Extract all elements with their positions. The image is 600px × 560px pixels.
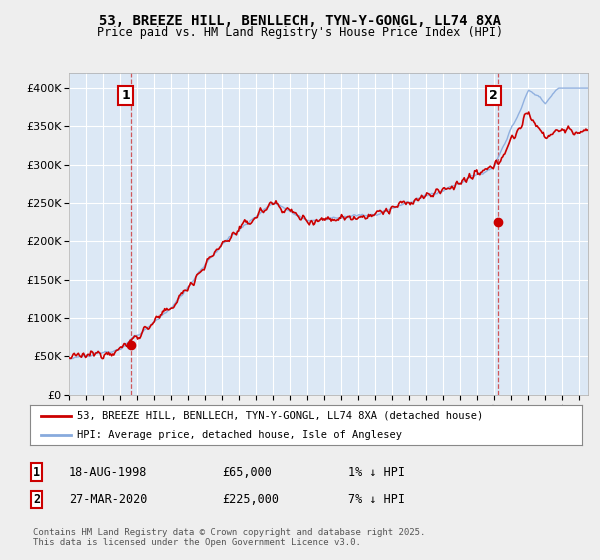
Text: HPI: Average price, detached house, Isle of Anglesey: HPI: Average price, detached house, Isle… — [77, 430, 402, 440]
Text: 7% ↓ HPI: 7% ↓ HPI — [348, 493, 405, 506]
Text: 2: 2 — [489, 89, 497, 102]
Text: Contains HM Land Registry data © Crown copyright and database right 2025.
This d: Contains HM Land Registry data © Crown c… — [33, 528, 425, 547]
Text: 1: 1 — [121, 89, 130, 102]
Text: 1: 1 — [33, 465, 40, 479]
Text: 27-MAR-2020: 27-MAR-2020 — [69, 493, 148, 506]
Text: 53, BREEZE HILL, BENLLECH, TYN-Y-GONGL, LL74 8XA: 53, BREEZE HILL, BENLLECH, TYN-Y-GONGL, … — [99, 14, 501, 28]
Text: 2: 2 — [33, 493, 40, 506]
Text: £225,000: £225,000 — [222, 493, 279, 506]
Text: 1% ↓ HPI: 1% ↓ HPI — [348, 465, 405, 479]
Text: £65,000: £65,000 — [222, 465, 272, 479]
Text: Price paid vs. HM Land Registry's House Price Index (HPI): Price paid vs. HM Land Registry's House … — [97, 26, 503, 39]
Text: 53, BREEZE HILL, BENLLECH, TYN-Y-GONGL, LL74 8XA (detached house): 53, BREEZE HILL, BENLLECH, TYN-Y-GONGL, … — [77, 411, 483, 421]
Text: 18-AUG-1998: 18-AUG-1998 — [69, 465, 148, 479]
